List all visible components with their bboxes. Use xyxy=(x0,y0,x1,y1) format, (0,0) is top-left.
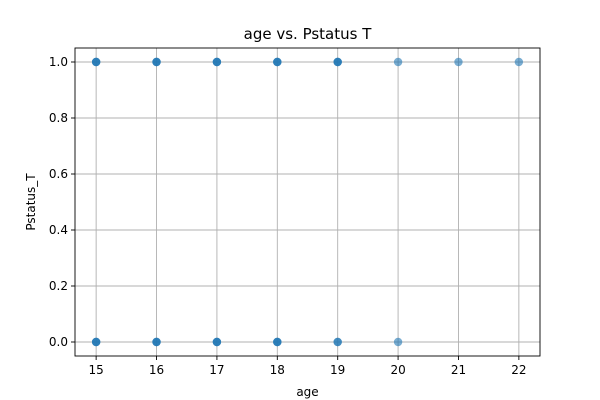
axis-ticks: 15 16 17 18 19 20 21 22 0.0 0.2 0.4 0.6 0.8 1.0 xyxy=(49,55,527,377)
data-point xyxy=(393,337,403,347)
y-tick-label: 1.0 xyxy=(49,55,68,69)
x-axis-label: age xyxy=(296,385,318,399)
data-points xyxy=(91,57,524,347)
x-tick-label: 17 xyxy=(209,363,224,377)
chart-title: age vs. Pstatus T xyxy=(244,25,373,43)
x-tick-label: 16 xyxy=(149,363,164,377)
y-axis-label: Pstatus_T xyxy=(24,173,38,231)
data-point xyxy=(91,337,101,347)
x-tick-label: 20 xyxy=(390,363,405,377)
y-tick-label: 0.0 xyxy=(49,335,68,349)
data-point xyxy=(273,337,282,347)
x-tick-label: 19 xyxy=(330,363,345,377)
data-point xyxy=(333,337,342,347)
data-point xyxy=(152,57,161,67)
data-point xyxy=(514,57,524,67)
data-point xyxy=(91,57,101,67)
y-tick-label: 0.4 xyxy=(49,223,68,237)
data-point xyxy=(454,57,463,67)
x-tick-label: 22 xyxy=(511,363,526,377)
y-tick-label: 0.8 xyxy=(49,111,68,125)
data-point xyxy=(273,57,282,67)
x-tick-label: 15 xyxy=(88,363,103,377)
plot-frame xyxy=(74,47,541,357)
y-tick-label: 0.6 xyxy=(49,167,68,181)
data-point xyxy=(212,337,222,347)
y-tick-label: 0.2 xyxy=(49,279,68,293)
data-point xyxy=(212,57,222,67)
data-point xyxy=(333,57,342,67)
data-point xyxy=(152,337,161,347)
x-tick-label: 18 xyxy=(270,363,285,377)
data-point xyxy=(393,57,403,67)
x-tick-label: 21 xyxy=(451,363,466,377)
